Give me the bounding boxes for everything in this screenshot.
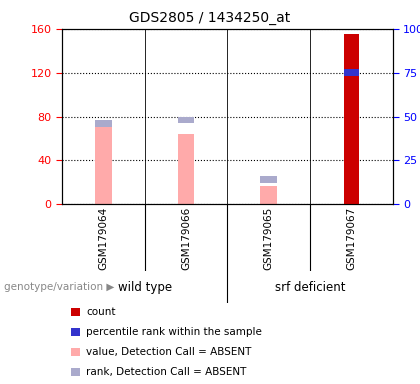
Text: GDS2805 / 1434250_at: GDS2805 / 1434250_at (129, 11, 291, 25)
Text: GSM179065: GSM179065 (264, 206, 274, 270)
Bar (95, 120, 112, 127)
Bar (178, 117, 194, 123)
Bar (260, 185, 277, 204)
Bar (95, 121, 112, 204)
Bar (178, 134, 194, 204)
Text: wild type: wild type (118, 281, 172, 293)
Text: value, Detection Call = ABSENT: value, Detection Call = ABSENT (86, 347, 252, 357)
Text: srf deficient: srf deficient (275, 281, 345, 293)
Bar (344, 70, 359, 76)
Bar (344, 34, 359, 204)
Bar (260, 176, 277, 183)
Text: GSM179067: GSM179067 (346, 206, 357, 270)
Text: count: count (86, 307, 116, 317)
Text: GSM179064: GSM179064 (98, 206, 108, 270)
Text: genotype/variation ▶: genotype/variation ▶ (4, 282, 115, 292)
Text: GSM179066: GSM179066 (181, 206, 191, 270)
Text: rank, Detection Call = ABSENT: rank, Detection Call = ABSENT (86, 367, 247, 377)
Text: percentile rank within the sample: percentile rank within the sample (86, 327, 262, 337)
